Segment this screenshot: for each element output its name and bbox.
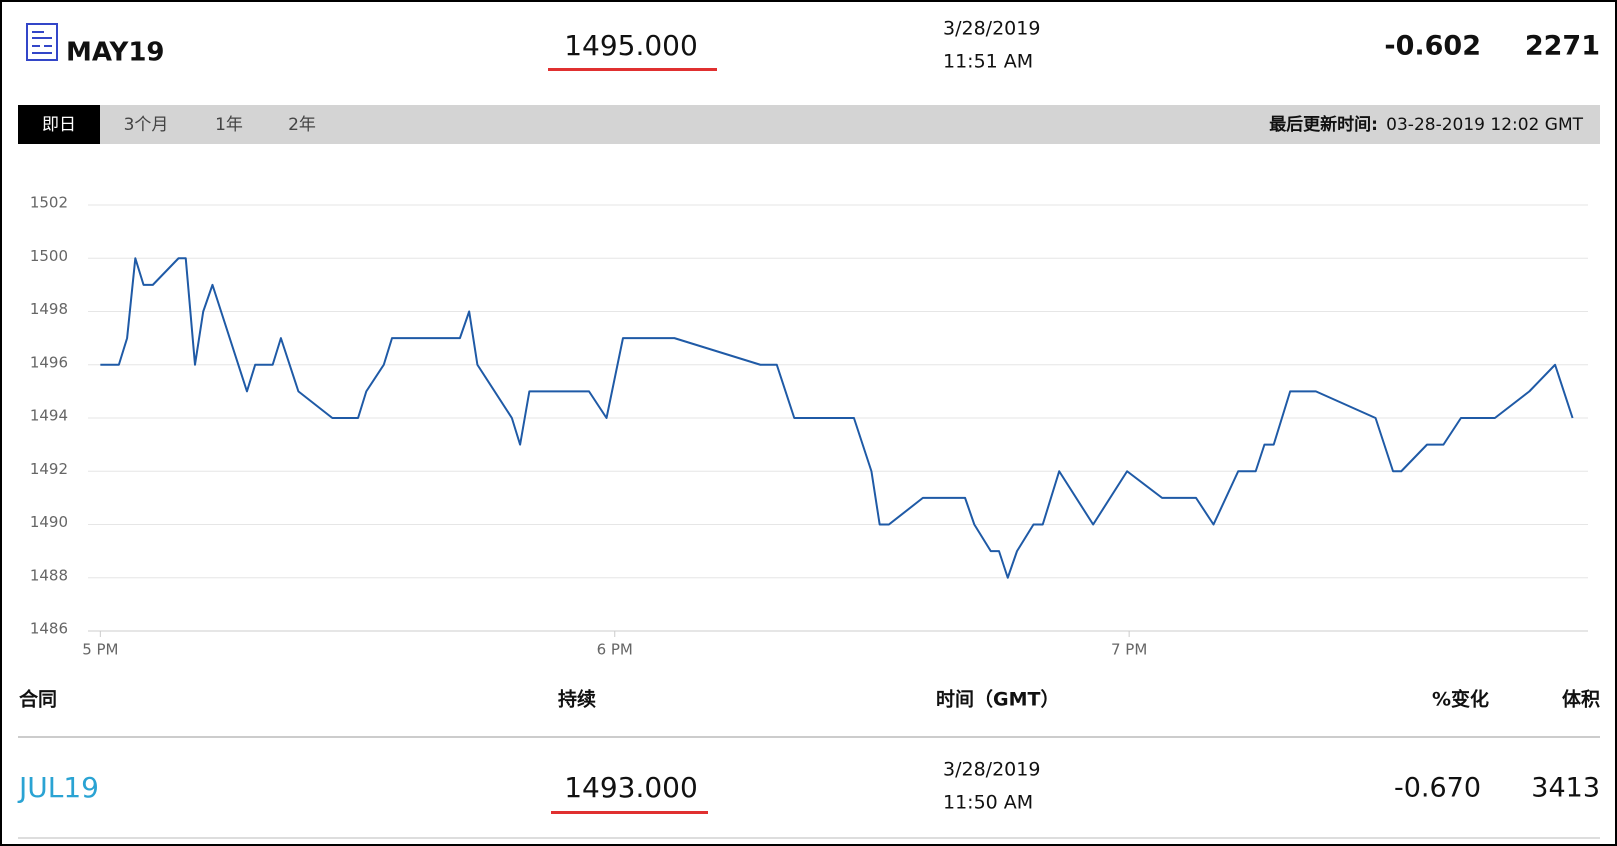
updated-value: 03-28-2019 12:02 GMT xyxy=(1386,115,1583,135)
row-time: 11:50 AM xyxy=(943,792,1033,814)
y-tick-label: 1486 xyxy=(30,620,68,638)
updated-label: 最后更新时间: xyxy=(1269,114,1378,135)
column-header: 体积 xyxy=(1562,688,1600,711)
price: 1495.000 xyxy=(564,29,698,62)
column-header: 持续 xyxy=(558,688,596,711)
tab[interactable]: 即日 xyxy=(42,115,76,135)
y-tick-label: 1502 xyxy=(30,194,68,212)
row-price: 1493.000 xyxy=(564,771,698,804)
y-tick-label: 1488 xyxy=(30,566,68,584)
price-underline xyxy=(548,68,717,71)
column-header: %变化 xyxy=(1432,688,1489,711)
price-underline xyxy=(551,811,708,814)
column-header: 合同 xyxy=(19,688,57,711)
contract-name: MAY19 xyxy=(66,38,165,68)
x-tick-label: 5 PM xyxy=(82,641,118,659)
row-date: 3/28/2019 xyxy=(943,759,1040,781)
y-tick-label: 1494 xyxy=(30,407,68,425)
time: 11:51 AM xyxy=(943,51,1033,73)
price-line xyxy=(100,257,1574,579)
y-tick-label: 1490 xyxy=(30,513,68,531)
tab[interactable]: 1年 xyxy=(215,115,243,135)
contract-icon xyxy=(26,23,58,61)
y-tick-label: 1492 xyxy=(30,460,68,478)
table-header: 合同 持续 时间（GMT） %变化 体积 xyxy=(19,688,1600,711)
x-tick-label: 7 PM xyxy=(1111,641,1147,659)
row-change: -0.670 xyxy=(1394,773,1481,804)
active-tab[interactable] xyxy=(18,105,100,144)
y-tick-label: 1500 xyxy=(30,247,68,265)
y-tick-label: 1498 xyxy=(30,300,68,318)
tab[interactable]: 3个月 xyxy=(124,115,169,135)
date: 3/28/2019 xyxy=(943,18,1040,40)
column-header: 时间（GMT） xyxy=(936,688,1059,711)
y-tick-label: 1496 xyxy=(30,353,68,371)
change: -0.602 xyxy=(1384,31,1481,62)
tab[interactable]: 2年 xyxy=(288,115,316,135)
x-tick-label: 6 PM xyxy=(597,641,633,659)
row-contract[interactable]: JUL19 xyxy=(17,771,99,804)
row-volume: 3413 xyxy=(1531,773,1600,804)
volume: 2271 xyxy=(1525,31,1600,62)
tab-bar xyxy=(18,105,1600,144)
